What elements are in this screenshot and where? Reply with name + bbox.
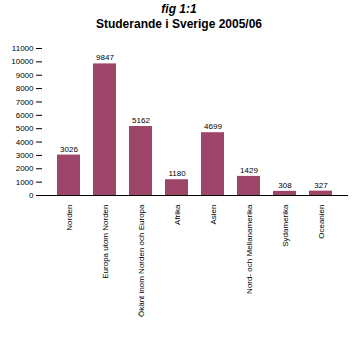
svg-text:8000: 8000 bbox=[16, 84, 34, 93]
svg-text:Asien: Asien bbox=[209, 205, 218, 225]
svg-text:9000: 9000 bbox=[16, 71, 34, 80]
svg-text:1000: 1000 bbox=[16, 178, 34, 187]
svg-text:4699: 4699 bbox=[204, 122, 222, 131]
svg-text:7000: 7000 bbox=[16, 98, 34, 107]
svg-text:Europa utom Norden: Europa utom Norden bbox=[101, 205, 110, 279]
svg-text:2000: 2000 bbox=[16, 164, 34, 173]
svg-text:5000: 5000 bbox=[16, 124, 34, 133]
svg-text:Afrika: Afrika bbox=[173, 204, 182, 225]
html-text:Studerande i Sverige 2005/06: Studerande i Sverige 2005/06 bbox=[96, 17, 262, 31]
svg-text:1180: 1180 bbox=[168, 169, 186, 178]
svg-text:Nord- och Mellanamerika: Nord- och Mellanamerika bbox=[245, 204, 254, 294]
svg-text:1429: 1429 bbox=[240, 166, 258, 175]
svg-text:5162: 5162 bbox=[132, 116, 150, 125]
svg-text:10000: 10000 bbox=[11, 57, 34, 66]
svg-text:3000: 3000 bbox=[16, 151, 34, 160]
svg-text:Oceanien: Oceanien bbox=[317, 205, 326, 239]
svg-text:6000: 6000 bbox=[16, 111, 34, 120]
svg-text:327: 327 bbox=[314, 181, 328, 190]
svg-text:0: 0 bbox=[29, 191, 34, 200]
svg-text:308: 308 bbox=[278, 181, 292, 190]
svg-text:3026: 3026 bbox=[60, 145, 78, 154]
html-text:fig 1:1: fig 1:1 bbox=[161, 2, 197, 16]
svg-text:Norden: Norden bbox=[65, 205, 74, 231]
svg-text:Sydamerika: Sydamerika bbox=[281, 204, 290, 247]
svg-text:11000: 11000 bbox=[12, 44, 34, 53]
svg-text:Ökänt inom Norden och Europa: Ökänt inom Norden och Europa bbox=[137, 204, 146, 317]
svg-text:4000: 4000 bbox=[16, 138, 34, 147]
svg-text:9847: 9847 bbox=[96, 53, 114, 62]
